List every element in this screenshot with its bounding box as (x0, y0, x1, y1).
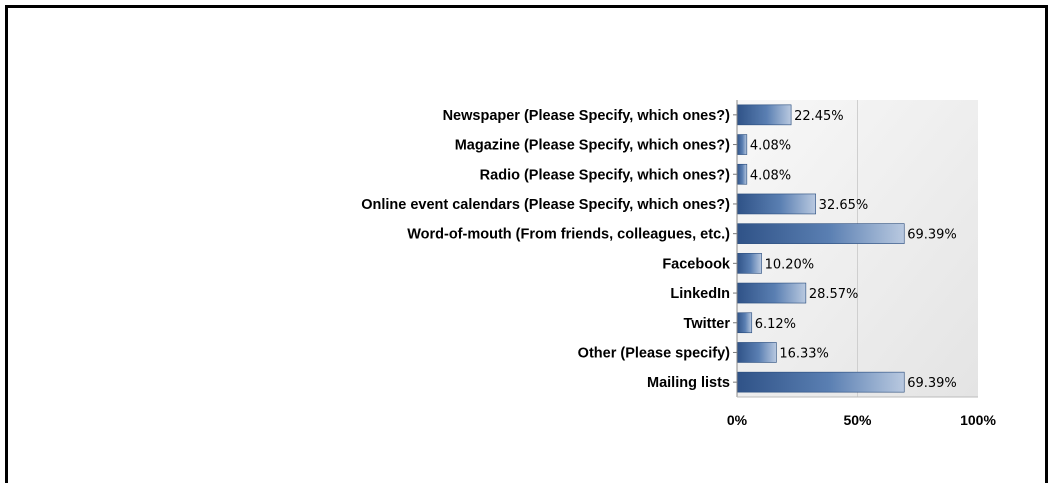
data-label: 69.39% (907, 376, 957, 391)
category-label: Word-of-mouth (From friends, colleagues,… (407, 227, 730, 243)
category-label: Mailing lists (647, 375, 730, 391)
chart-frame (5, 5, 1048, 483)
bar[interactable] (736, 104, 792, 126)
bar[interactable] (736, 193, 816, 215)
bar[interactable] (736, 134, 748, 155)
category-label: Newspaper (Please Specify, which ones?) (443, 108, 731, 124)
category-label: Other (Please specify) (578, 345, 730, 361)
category-label: Twitter (684, 316, 731, 332)
x-tick-label: 100% (960, 412, 996, 428)
data-label: 22.45% (794, 109, 844, 124)
bar[interactable] (736, 223, 905, 244)
data-label: 69.39% (907, 228, 957, 243)
bar[interactable] (736, 371, 905, 393)
data-label: 16.33% (779, 346, 829, 361)
bar[interactable] (736, 163, 748, 185)
bar[interactable] (736, 282, 807, 304)
data-label: 10.20% (765, 257, 815, 272)
bar[interactable] (736, 312, 753, 334)
data-label: 28.57% (809, 287, 859, 302)
bar[interactable] (736, 253, 762, 274)
category-label: LinkedIn (670, 286, 730, 302)
x-tick-label: 0% (727, 412, 748, 428)
data-label: 4.08% (750, 139, 791, 154)
category-label: Magazine (Please Specify, which ones?) (455, 138, 730, 154)
category-label: Radio (Please Specify, which ones?) (480, 167, 730, 183)
data-label: 4.08% (750, 168, 791, 183)
category-label: Facebook (662, 256, 731, 272)
category-label: Online event calendars (Please Specify, … (361, 197, 730, 213)
data-label: 32.65% (819, 198, 869, 213)
bar[interactable] (736, 342, 777, 363)
data-label: 6.12% (755, 317, 796, 332)
x-tick-label: 50% (843, 412, 872, 428)
